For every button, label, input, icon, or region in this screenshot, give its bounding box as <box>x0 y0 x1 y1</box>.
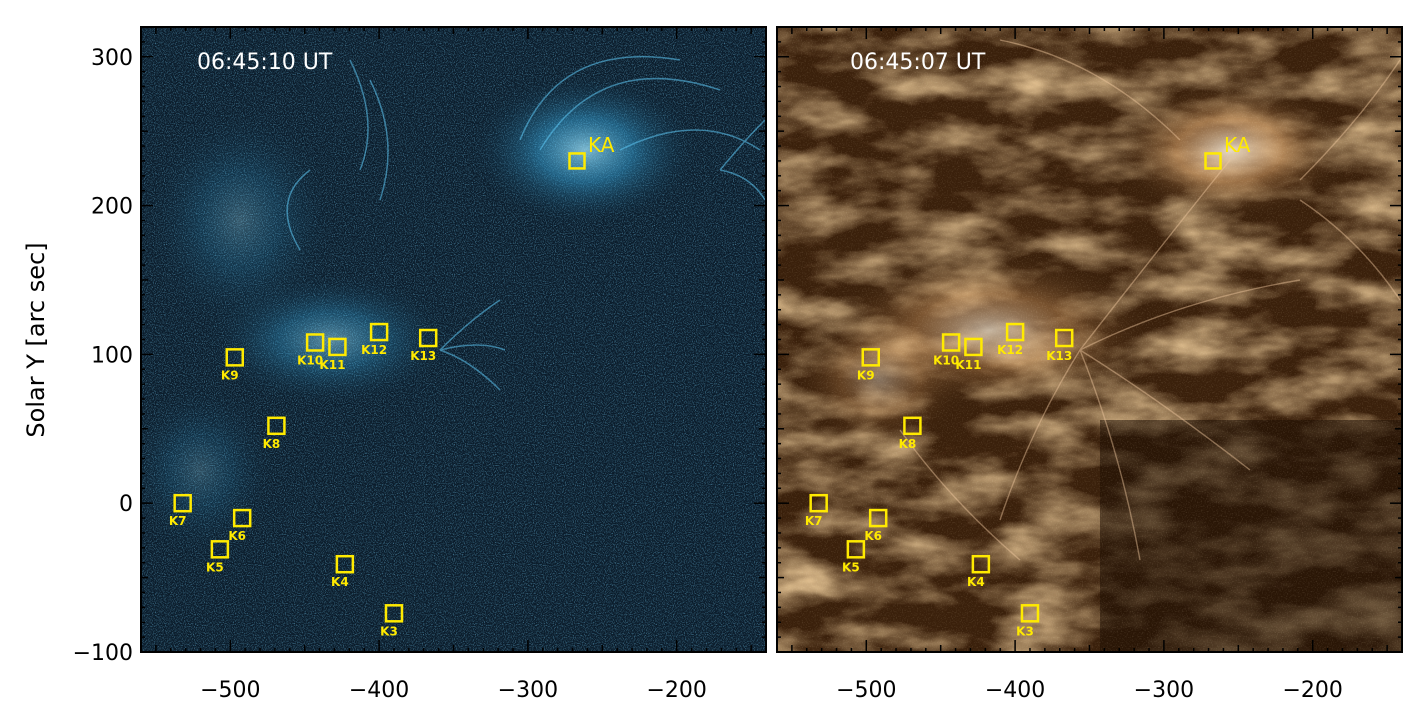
marker-label: K7 <box>805 514 823 528</box>
marker-label: K3 <box>1016 624 1034 638</box>
marker-label: K9 <box>857 368 875 382</box>
marker-label: K5 <box>842 560 860 574</box>
timestamp-left: 06:45:10 UT <box>197 50 333 75</box>
y-tick-label: −100 <box>73 641 133 666</box>
marker-label: K13 <box>1046 349 1072 363</box>
x-tick-label: −300 <box>498 678 558 703</box>
marker-label: K10 <box>297 353 323 367</box>
marker-label: K3 <box>380 624 398 638</box>
marker-label: K12 <box>997 343 1023 357</box>
marker-label: K11 <box>955 358 981 372</box>
x-tick-label: −400 <box>985 678 1045 703</box>
y-tick-label: 0 <box>119 492 133 517</box>
marker-box <box>335 554 355 574</box>
marker-label: K10 <box>933 353 959 367</box>
marker-label: K11 <box>319 358 345 372</box>
marker-label: K4 <box>967 575 985 589</box>
marker-box <box>384 604 404 623</box>
marker-box <box>809 493 828 513</box>
marker-box <box>868 508 888 528</box>
plot-frames <box>140 26 1403 653</box>
marker-box <box>418 328 438 348</box>
x-tick-label: −200 <box>646 678 706 703</box>
panel-left-image <box>141 27 766 652</box>
marker-label: K12 <box>361 343 387 357</box>
marker-box <box>1020 604 1040 623</box>
marker-label: K8 <box>263 437 281 451</box>
marker-box <box>225 348 244 367</box>
y-tick-label: 300 <box>91 46 133 71</box>
marker-label: K6 <box>864 529 882 543</box>
marker-box <box>232 508 252 528</box>
marker-label: KA <box>1224 133 1251 157</box>
marker-label: KA <box>588 133 615 157</box>
marker-box <box>1204 152 1222 170</box>
marker-label: K5 <box>206 560 224 574</box>
marker-label: K9 <box>221 368 239 382</box>
y-axis-label: Solar Y [arc sec] <box>22 242 50 437</box>
x-tick-label: −500 <box>836 678 896 703</box>
marker-box <box>903 416 922 436</box>
x-tick-labels: −500 −400 −300 −200 −500 −400 −300 −200 <box>200 678 1343 703</box>
marker-box <box>1005 322 1025 342</box>
x-tick-label: −500 <box>200 678 260 703</box>
timestamp-right: 06:45:07 UT <box>850 50 986 75</box>
marker-box <box>328 337 347 357</box>
marker-box <box>210 540 230 559</box>
y-tick-label: 100 <box>91 343 133 368</box>
marker-box <box>1054 328 1074 348</box>
marker-label: K8 <box>899 437 917 451</box>
marker-label: K4 <box>331 575 349 589</box>
marker-box <box>964 337 983 357</box>
marker-box <box>568 152 586 170</box>
marker-label: K13 <box>410 349 436 363</box>
marker-box <box>267 416 286 436</box>
x-tick-label: −300 <box>1134 678 1194 703</box>
y-tick-labels: 300 200 100 0 −100 <box>73 46 133 666</box>
marker-label: K7 <box>169 514 187 528</box>
marker-box <box>941 333 961 352</box>
marker-box <box>173 493 192 513</box>
panel-right-image <box>777 27 1402 652</box>
x-tick-label: −200 <box>1282 678 1342 703</box>
marker-box <box>305 333 325 352</box>
marker-box <box>861 348 880 367</box>
marker-box <box>369 322 389 342</box>
marker-box <box>971 554 991 574</box>
marker-label: K6 <box>228 529 246 543</box>
x-tick-label: −400 <box>349 678 409 703</box>
marker-box <box>846 540 866 559</box>
y-tick-label: 200 <box>91 195 133 220</box>
